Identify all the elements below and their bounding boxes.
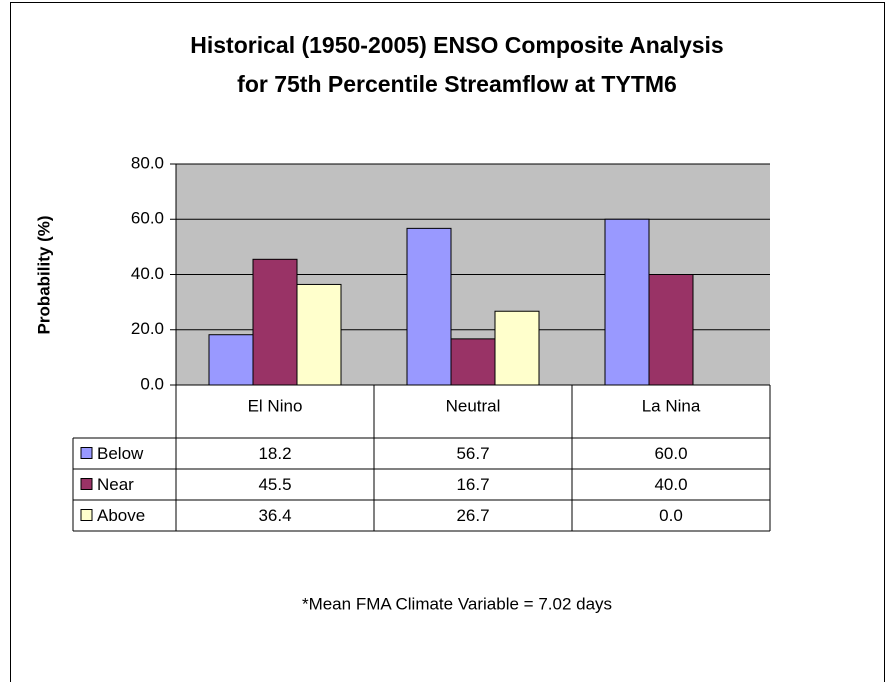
footnote: *Mean FMA Climate Variable = 7.02 days <box>302 594 612 613</box>
y-tick-label: 60.0 <box>131 209 164 228</box>
bar <box>494 310 540 386</box>
table-value: 16.7 <box>456 475 489 494</box>
x-tick-label: La Nina <box>642 396 701 415</box>
table-value: 18.2 <box>258 444 291 463</box>
bar <box>296 283 342 386</box>
legend-label: Above <box>97 506 145 525</box>
legend-key <box>80 478 93 490</box>
legend-label: Below <box>97 444 144 463</box>
table-value: 56.7 <box>456 444 489 463</box>
table-value: 60.0 <box>654 444 687 463</box>
x-tick-label: El Nino <box>248 396 303 415</box>
table-value: 36.4 <box>258 506 291 525</box>
table-value: 40.0 <box>654 475 687 494</box>
bar <box>648 274 694 386</box>
table-value: 26.7 <box>456 506 489 525</box>
x-tick-label: Neutral <box>446 396 501 415</box>
bar <box>450 338 496 386</box>
chart-title: Historical (1950-2005) ENSO Composite An… <box>190 32 723 58</box>
bar <box>208 334 254 386</box>
y-tick-label: 40.0 <box>131 264 164 283</box>
legend-key <box>80 447 93 459</box>
table-value: 0.0 <box>659 506 683 525</box>
legend-label: Near <box>97 475 134 494</box>
y-axis-label: Probability (%) <box>34 215 53 334</box>
bar <box>604 218 650 386</box>
chart-title: for 75th Percentile Streamflow at TYTM6 <box>237 71 677 97</box>
legend-key <box>80 509 93 521</box>
bar <box>252 258 298 386</box>
y-tick-label: 0.0 <box>140 374 164 393</box>
y-tick-label: 80.0 <box>131 153 164 172</box>
table-value: 45.5 <box>258 475 291 494</box>
bar <box>406 227 452 386</box>
y-tick-label: 20.0 <box>131 319 164 338</box>
